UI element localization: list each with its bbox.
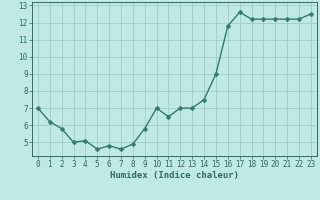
X-axis label: Humidex (Indice chaleur): Humidex (Indice chaleur) (110, 171, 239, 180)
